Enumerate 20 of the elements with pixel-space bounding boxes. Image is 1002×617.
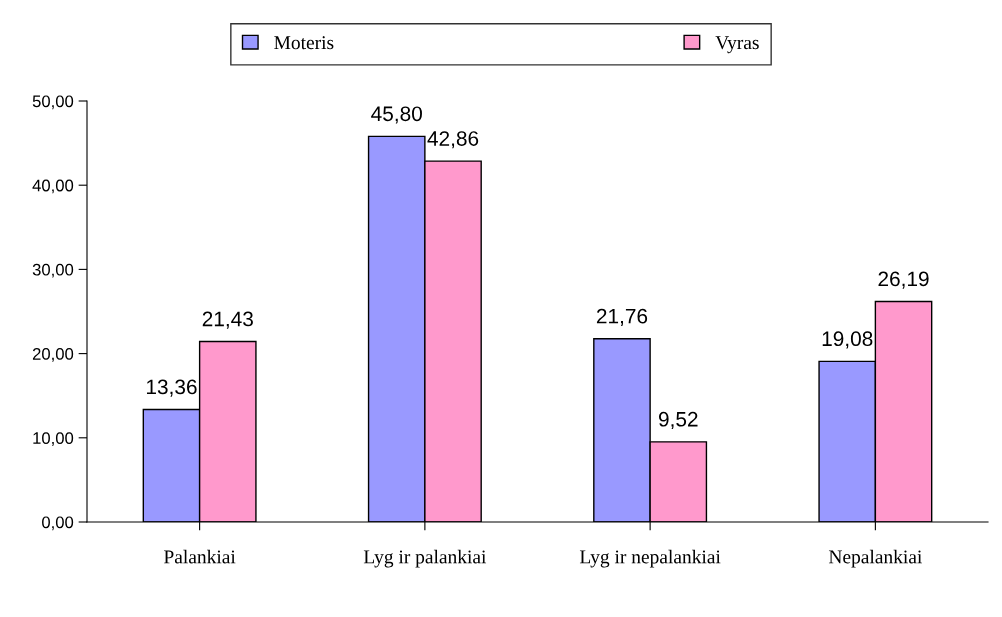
y-tick-label: 10,00 <box>33 432 74 446</box>
x-tick-label: Lyg ir nepalankiai <box>579 549 721 568</box>
legend-label: Vyras <box>715 36 759 54</box>
data-label: 9,52 <box>658 411 698 430</box>
data-label: 13,36 <box>146 379 197 397</box>
data-label: 21,76 <box>596 308 648 327</box>
data-label: 21,43 <box>202 311 253 329</box>
x-tick-label: Nepalankiai <box>828 549 922 568</box>
x-tick-label: Palankiai <box>164 549 236 564</box>
y-tick-label: 30,00 <box>32 263 74 278</box>
data-label: 45,80 <box>371 106 422 124</box>
data-label: 19,08 <box>822 331 873 349</box>
y-tick-label: 0,00 <box>42 516 74 531</box>
x-tick-label: Lyg ir palankiai <box>363 549 487 568</box>
data-label: 42,86 <box>427 131 479 149</box>
y-tick-label: 40,00 <box>32 179 74 194</box>
y-tick-label: 50,00 <box>32 95 74 110</box>
y-tick-label: 20,00 <box>32 348 74 362</box>
data-label: 26,19 <box>878 271 929 289</box>
legend-label: Moteris <box>274 36 334 50</box>
